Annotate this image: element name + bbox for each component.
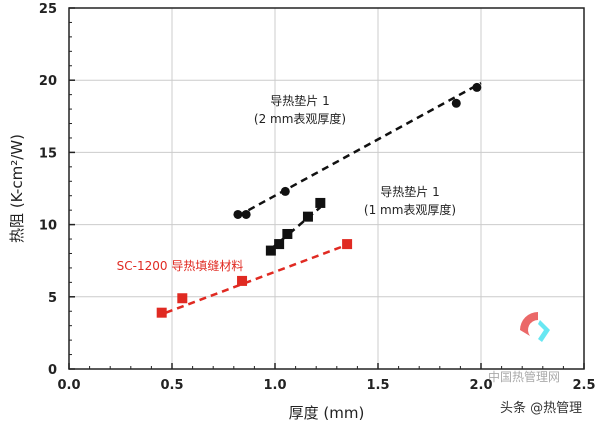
y-axis-label: 热阻 (K-cm²/W) bbox=[8, 134, 26, 243]
x-tick-label: 1.0 bbox=[263, 378, 286, 393]
plot-frame bbox=[68, 7, 585, 370]
data-point-square bbox=[265, 245, 276, 256]
x-axis-label: 厚度 (mm) bbox=[289, 404, 365, 422]
data-point-circle bbox=[241, 209, 251, 219]
data-point-square bbox=[342, 239, 353, 250]
y-tick-label: 5 bbox=[48, 291, 57, 306]
series-annotation: SC-1200 导热填缝材料 bbox=[117, 258, 244, 273]
series-annotation: (2 mm表观厚度) bbox=[254, 111, 346, 126]
y-tick-label: 15 bbox=[39, 146, 57, 161]
data-point-circle bbox=[451, 98, 461, 108]
data-point-circle bbox=[472, 82, 482, 92]
y-tick-label: 0 bbox=[48, 363, 57, 378]
trend-line bbox=[165, 243, 348, 314]
trend-line bbox=[237, 81, 482, 218]
x-tick-label: 0.5 bbox=[160, 378, 183, 393]
data-point-circle bbox=[280, 186, 290, 196]
data-point-square bbox=[282, 228, 293, 239]
data-point-circle bbox=[233, 209, 243, 219]
data-point-square bbox=[315, 197, 326, 208]
data-point-square bbox=[302, 211, 313, 222]
logo-icon bbox=[538, 320, 550, 342]
data-point-square bbox=[177, 293, 188, 304]
series-annotation: (1 mm表观厚度) bbox=[364, 202, 456, 217]
data-point-square bbox=[274, 239, 285, 250]
x-tick-label: 2.0 bbox=[469, 378, 492, 393]
data-point-square bbox=[156, 307, 167, 318]
data-point-square bbox=[237, 275, 248, 286]
series-annotation: 导热垫片 1 bbox=[380, 184, 439, 199]
y-tick-label: 25 bbox=[39, 2, 57, 17]
watermark-site: 中国热管理网 bbox=[488, 369, 560, 384]
series-annotation: 导热垫片 1 bbox=[270, 93, 329, 108]
logo-icon bbox=[520, 312, 538, 336]
x-tick-label: 0.0 bbox=[57, 378, 80, 393]
y-tick-label: 20 bbox=[39, 74, 57, 89]
x-tick-label: 1.5 bbox=[366, 378, 389, 393]
y-tick-label: 10 bbox=[39, 219, 57, 234]
watermark-credit: 头条 @热管理 bbox=[500, 401, 583, 416]
x-tick-label: 2.5 bbox=[572, 378, 595, 393]
